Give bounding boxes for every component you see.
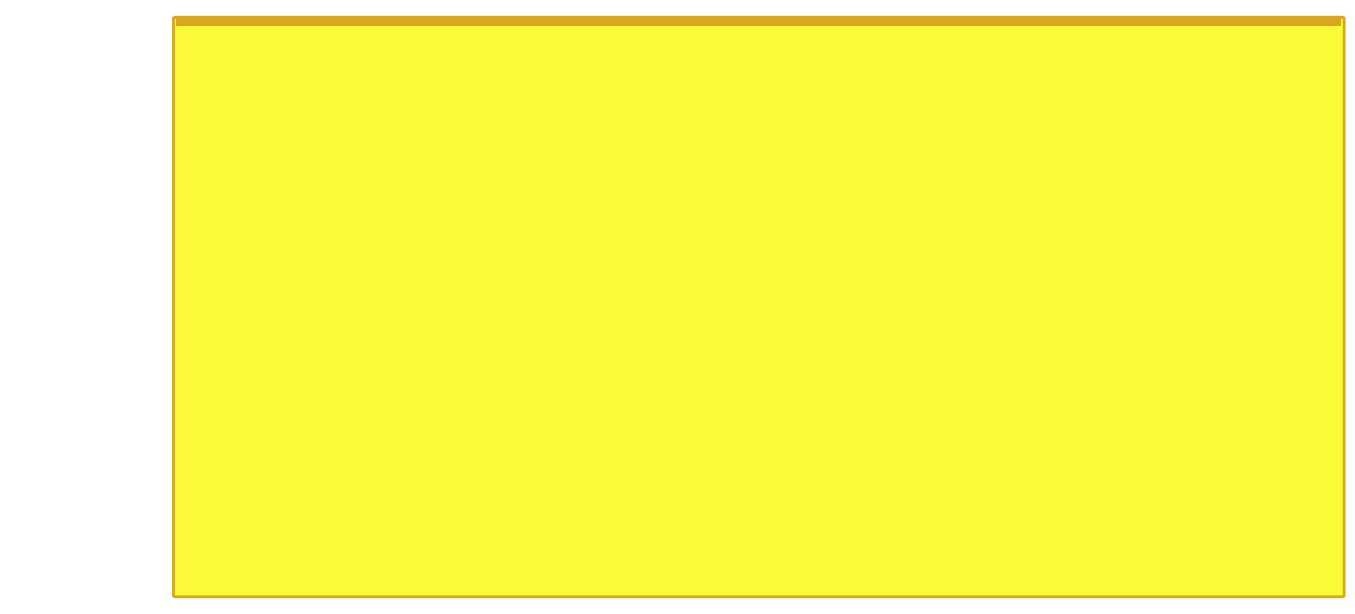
- Text: 405174: 405174: [188, 187, 236, 200]
- Text: PsLh1590067157.477: PsLh1590067157.477: [753, 458, 889, 471]
- Text: 2020-05-21 13:20:28: 2020-05-21 13:20:28: [1051, 458, 1184, 471]
- Text: 382135: 382135: [188, 497, 236, 510]
- Text: BcaD1594296606.869: BcaD1594296606.869: [753, 265, 893, 278]
- Text: 2020-08-13 12:46:31: 2020-08-13 12:46:31: [1051, 187, 1184, 200]
- Text: New Payment: New Payment: [974, 187, 1061, 200]
- Text: +254 720 471303: +254 720 471303: [589, 265, 703, 278]
- Text: KES: KES: [379, 381, 405, 394]
- Text: 100.00: 100.00: [462, 458, 509, 471]
- Text: Simulate: Simulate: [1096, 69, 1152, 83]
- Text: •••: •••: [1274, 341, 1301, 356]
- Text: •••: •••: [1274, 495, 1301, 510]
- Text: 2020-05-21 13:23:40: 2020-05-21 13:23:40: [1051, 381, 1184, 394]
- Text: 2020-07-09 12:11:26: 2020-07-09 12:11:26: [1051, 265, 1184, 278]
- Text: +254 720 471303: +254 720 471303: [589, 419, 703, 432]
- Text: •••: •••: [1274, 534, 1301, 549]
- Text: 2020-05-21 13:24:43: 2020-05-21 13:24:43: [1051, 342, 1184, 355]
- Text: Amount: Amount: [379, 142, 439, 155]
- Text: 2020-05-21 13:22:38: 2020-05-21 13:22:38: [1051, 419, 1184, 432]
- Text: 50.00: 50.00: [462, 226, 501, 239]
- Text: New Payment: New Payment: [974, 535, 1061, 548]
- FancyBboxPatch shape: [1266, 122, 1341, 174]
- Text: jpJc1590066054.434: jpJc1590066054.434: [753, 497, 882, 510]
- Text: KES: KES: [379, 265, 405, 278]
- Text: 397997: 397997: [188, 265, 236, 278]
- Text: KES: KES: [379, 458, 405, 471]
- Text: ⬇: ⬇: [1283, 69, 1295, 83]
- Text: 2020-08-13 12:20:21: 2020-08-13 12:20:21: [1051, 226, 1184, 239]
- Text: 405159: 405159: [188, 226, 236, 239]
- Text: 382040: 382040: [188, 535, 236, 548]
- Text: 50.00: 50.00: [462, 342, 501, 355]
- Text: Accepted payment: Accepted payment: [974, 419, 1092, 432]
- Text: +254 720 471303: +254 720 471303: [589, 458, 703, 471]
- Text: •••: •••: [1274, 225, 1301, 239]
- Text: Prev: Prev: [1194, 575, 1221, 588]
- Text: Accepted payment: Accepted payment: [974, 458, 1092, 471]
- Text: 382190: 382190: [188, 419, 236, 432]
- Text: Accepted payment: Accepted payment: [974, 381, 1092, 394]
- Text: Accepted payment: Accepted payment: [974, 265, 1092, 278]
- Text: KES: KES: [379, 226, 405, 239]
- Text: 100.00: 100.00: [462, 187, 509, 200]
- Text: Next: Next: [1263, 575, 1291, 588]
- Text: +254 720 471303: +254 720 471303: [589, 187, 703, 200]
- Text: 382192: 382192: [188, 342, 236, 355]
- Text: 382188: 382188: [188, 458, 236, 471]
- Text: MZN: MZN: [379, 535, 411, 548]
- Text: 100.00: 100.00: [462, 381, 509, 394]
- Text: 100.00: 100.00: [462, 265, 509, 278]
- Text: 2020-05-21 12:21:12: 2020-05-21 12:21:12: [1051, 535, 1184, 548]
- Text: UEpb1590067380.169: UEpb1590067380.169: [753, 381, 893, 394]
- Text: •••: •••: [1274, 263, 1301, 278]
- Text: +254 720 471303: +254 720 471303: [589, 535, 703, 548]
- Text: •••: •••: [1274, 379, 1301, 394]
- Text: Date: Date: [1149, 142, 1184, 155]
- Text: IguG1597321018.946: IguG1597321018.946: [753, 226, 889, 239]
- Text: +254 720 471303: +254 720 471303: [589, 303, 703, 316]
- Text: KtPs1590067436.615: KtPs1590067436.615: [753, 342, 886, 355]
- Text: 382191: 382191: [188, 381, 236, 394]
- Text: New Payment: New Payment: [974, 497, 1061, 510]
- Text: 100.00: 100.00: [462, 419, 509, 432]
- Text: MZN: MZN: [379, 497, 411, 510]
- Text: KES: KES: [379, 187, 405, 200]
- Text: 2020-05-22 11:00:26: 2020-05-22 11:00:26: [1051, 303, 1184, 316]
- Text: SvIV1590063412.224: SvIV1590063412.224: [753, 535, 888, 548]
- Text: Visit id: Visit id: [188, 142, 240, 155]
- Text: BfhO1590067300.069: BfhO1590067300.069: [753, 419, 892, 432]
- Text: KES: KES: [379, 419, 405, 432]
- Text: 1 - 10  of  many: 1 - 10 of many: [188, 575, 287, 588]
- Text: DKUw1590144959.131: DKUw1590144959.131: [753, 303, 897, 316]
- Text: +254 720 471303: +254 720 471303: [589, 342, 703, 355]
- Text: New Payment: New Payment: [974, 226, 1061, 239]
- Text: •••: •••: [1274, 457, 1301, 472]
- Text: 382859: 382859: [188, 303, 236, 316]
- Text: KES: KES: [379, 342, 405, 355]
- Text: Mobile number: Mobile number: [589, 142, 702, 155]
- Text: isMo1597322712.006: isMo1597322712.006: [753, 187, 889, 200]
- FancyBboxPatch shape: [176, 122, 1341, 174]
- Text: Actions: Actions: [1245, 142, 1301, 155]
- Text: ≡  Filter  9: ≡ Filter 9: [188, 69, 253, 83]
- Text: New Payment: New Payment: [974, 303, 1061, 316]
- Text: +254 720 471303: +254 720 471303: [589, 497, 703, 510]
- Text: Rejected payment: Rejected payment: [974, 342, 1089, 355]
- Text: +254 720 471303: +254 720 471303: [589, 381, 703, 394]
- Text: •••: •••: [1274, 302, 1301, 317]
- Text: •••: •••: [1274, 186, 1301, 201]
- Text: Status: Status: [974, 142, 1023, 155]
- Text: 60.00: 60.00: [462, 535, 501, 548]
- Text: +254 720 471404: +254 720 471404: [589, 226, 703, 239]
- Text: 60.00: 60.00: [462, 303, 501, 316]
- Text: 60.00: 60.00: [462, 497, 501, 510]
- Text: •••: •••: [1274, 418, 1301, 433]
- Text: Account number: Account number: [753, 142, 875, 155]
- Text: MZN: MZN: [379, 303, 411, 316]
- Text: 2020-05-21 13:05:53: 2020-05-21 13:05:53: [1051, 497, 1184, 510]
